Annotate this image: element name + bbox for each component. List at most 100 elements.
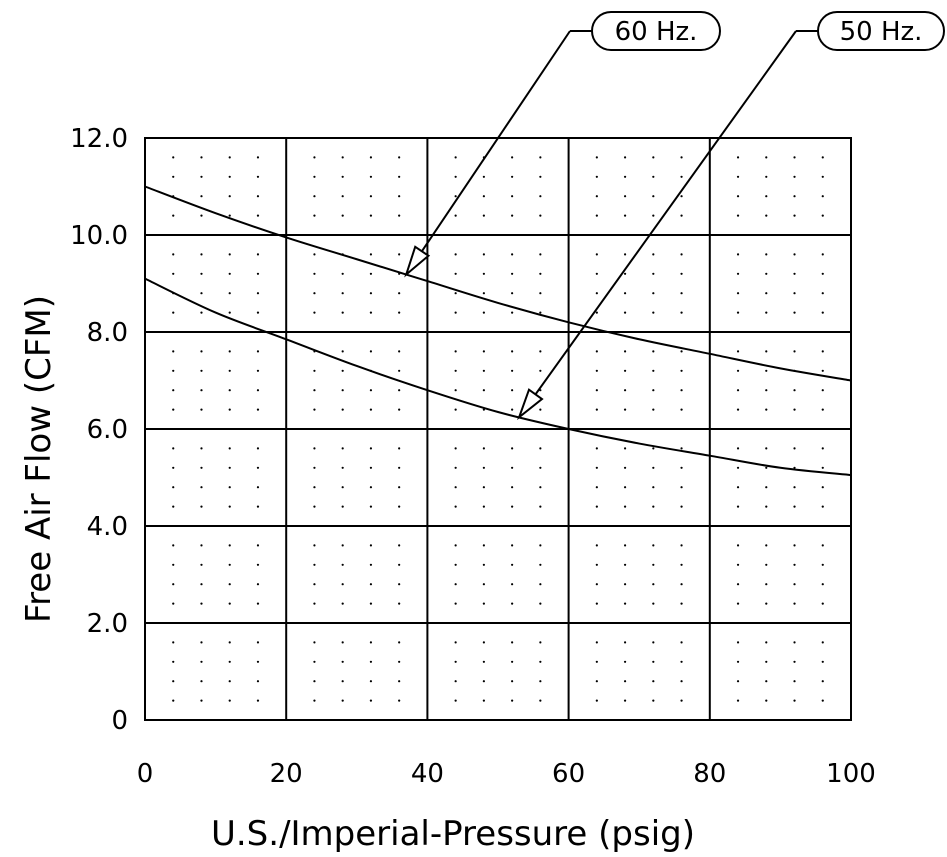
grid-dot (793, 408, 796, 411)
grid-dot (539, 505, 542, 508)
grid-dot (200, 311, 203, 314)
grid-dot (454, 311, 457, 314)
grid-dot (172, 253, 175, 256)
grid-dot (539, 699, 542, 702)
grid-dot (369, 253, 373, 256)
grid-dot (398, 641, 401, 644)
grid-dot (341, 680, 344, 683)
grid-dot (454, 699, 457, 702)
grid-dot (821, 272, 824, 275)
grid-dot (228, 156, 231, 159)
grid-dot (341, 408, 344, 411)
grid-dot (736, 680, 740, 683)
grid-dot (539, 350, 542, 353)
grid-dot (821, 253, 824, 256)
y-tick-label: 8.0 (87, 318, 128, 348)
grid-dot (821, 350, 824, 353)
grid-dot (228, 175, 231, 178)
grid-dot (680, 272, 683, 275)
callouts: 60 Hz. 50 Hz. (404, 11, 945, 421)
grid-dot (228, 253, 231, 256)
grid-dot (228, 660, 231, 663)
grid-dot (539, 447, 542, 450)
grid-dot (539, 175, 542, 178)
grid-dot (680, 486, 683, 489)
grid-dot (454, 253, 457, 256)
grid-dot (256, 680, 260, 683)
grid-dot (369, 660, 373, 663)
grid-dot (369, 214, 373, 217)
grid-dot (652, 505, 655, 508)
grid-dot (511, 641, 514, 644)
grid-dot (793, 175, 796, 178)
grid-dot (652, 195, 655, 198)
grid-dot (228, 195, 231, 198)
grid-dot (172, 369, 175, 372)
grid-dot (765, 466, 768, 469)
grid-dot (511, 408, 514, 411)
grid-dot (736, 311, 740, 314)
grid-dot (595, 583, 598, 586)
grid-dot (172, 583, 175, 586)
grid-dot (539, 583, 542, 586)
grid-dot (200, 505, 203, 508)
x-tick-label: 20 (270, 759, 303, 789)
grid-dot (595, 699, 598, 702)
grid-dot (256, 272, 260, 275)
grid-dot (652, 369, 655, 372)
grid-dot (341, 466, 344, 469)
grid-dot (652, 486, 655, 489)
grid-dot (765, 253, 768, 256)
grid-dot (652, 253, 655, 256)
grid-dot (398, 660, 401, 663)
grid-dot (623, 641, 627, 644)
callout-arrowhead (517, 388, 544, 421)
grid-dot (369, 389, 373, 392)
grid-dot (680, 408, 683, 411)
grid-dot (793, 505, 796, 508)
grid-dot (200, 214, 203, 217)
grid-dot (200, 195, 203, 198)
grid-dot (539, 408, 542, 411)
grid-dot (482, 602, 485, 605)
grid-dot (172, 505, 175, 508)
grid-dot (341, 660, 344, 663)
grid-dot (765, 583, 768, 586)
grid-dot (539, 641, 542, 644)
grid-dot (172, 699, 175, 702)
grid-dot (511, 389, 514, 392)
grid-dot (313, 486, 316, 489)
grid-dot (511, 660, 514, 663)
grid-dot (511, 466, 514, 469)
grid-dot (228, 272, 231, 275)
grid-dot (680, 602, 683, 605)
grid-dot (595, 680, 598, 683)
grid-dot (793, 699, 796, 702)
grid-dot (200, 680, 203, 683)
grid-dot (680, 447, 683, 450)
grid-dot (398, 602, 401, 605)
grid-dot (228, 311, 231, 314)
grid-dot (172, 680, 175, 683)
grid-dot (313, 156, 316, 159)
grid-dot (595, 292, 598, 295)
grid-dot (228, 447, 231, 450)
grid-dot (482, 563, 485, 566)
grid-dot (793, 389, 796, 392)
grid-dot (341, 544, 344, 547)
grid-dot (680, 544, 683, 547)
grid-dot (680, 350, 683, 353)
grid-dot (369, 563, 373, 566)
grid-dot (736, 641, 740, 644)
grid-dot (482, 680, 485, 683)
grid-dot (313, 369, 316, 372)
grid-dot (511, 602, 514, 605)
grid-dot (539, 292, 542, 295)
grid-dot (482, 272, 485, 275)
grid-dot (200, 156, 203, 159)
grid-dot (623, 563, 627, 566)
grid-dot (369, 156, 373, 159)
grid-dot (623, 292, 627, 295)
grid-dot (482, 660, 485, 663)
grid-dot (398, 563, 401, 566)
